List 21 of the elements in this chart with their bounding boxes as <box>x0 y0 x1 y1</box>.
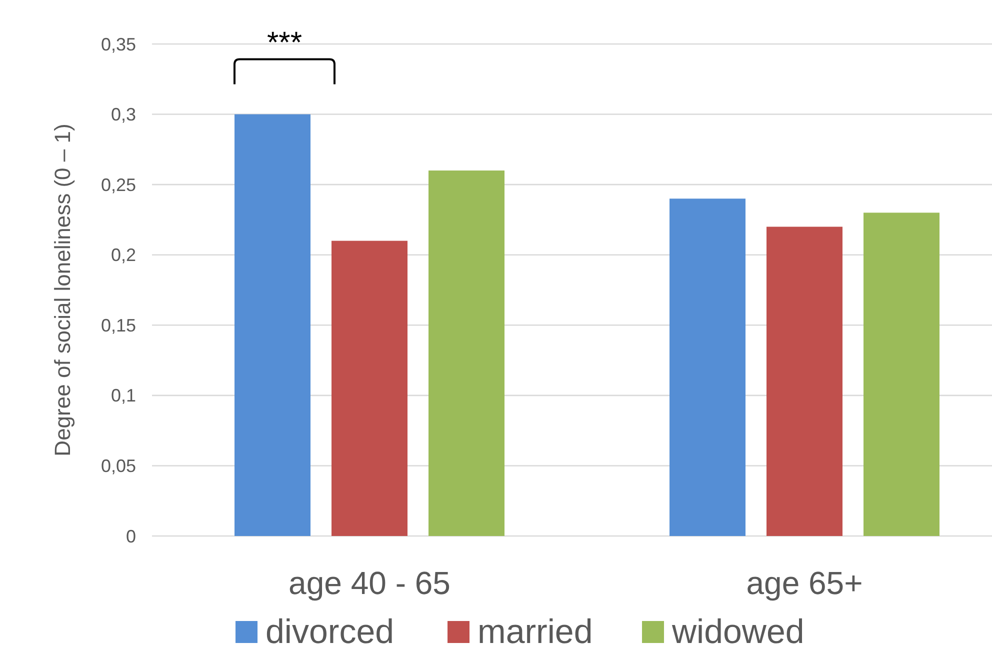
bar <box>670 198 746 536</box>
y-tick-label: 0 <box>126 526 136 546</box>
bar <box>766 226 842 536</box>
x-tick-label: age 65+ <box>746 565 863 601</box>
y-tick-label: 0,05 <box>100 456 136 476</box>
y-tick-label: 0,2 <box>110 245 136 266</box>
bar <box>234 114 310 536</box>
y-tick-label: 0,35 <box>100 34 136 54</box>
bar <box>428 170 504 536</box>
legend-label: divorced <box>266 613 394 651</box>
y-tick-label: 0,25 <box>100 174 136 195</box>
bar <box>864 212 940 536</box>
legend-label: married <box>478 613 593 651</box>
y-axis-title: Degree of social loneliness (0 – 1) <box>50 124 75 456</box>
y-tick-label: 0,15 <box>100 315 136 336</box>
bar <box>332 240 408 536</box>
annotation: *** <box>266 26 302 60</box>
y-tick-label: 0,1 <box>110 386 136 406</box>
x-tick-label: age 40 - 65 <box>288 565 450 601</box>
legend-label: widowed <box>671 613 804 651</box>
y-tick-label: 0,3 <box>110 104 136 125</box>
